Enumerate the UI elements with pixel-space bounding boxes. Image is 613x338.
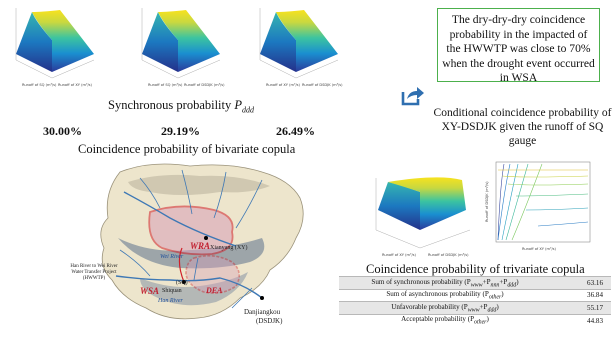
probability-value-2: 29.19% — [161, 124, 200, 138]
basin-map — [0, 158, 340, 333]
probability-value-3: 26.49% — [276, 124, 315, 138]
svg-text:Runoff of XY (m³/s): Runoff of XY (m³/s) — [58, 83, 93, 87]
svg-text:Runoff of XY (m³/s): Runoff of XY (m³/s) — [266, 83, 301, 87]
svg-text:Runoff of XY (m³/s): Runoff of XY (m³/s) — [522, 247, 557, 251]
svg-text:Runoff of DSDJK (m³/s): Runoff of DSDJK (m³/s) — [428, 253, 469, 257]
conditional-probability-caption: Conditional coincidence probability of X… — [433, 107, 612, 147]
table-cell-value: 63.16 — [551, 276, 611, 290]
table-cell-label: Sum of asynchronous probability (Pother) — [339, 288, 551, 302]
svg-text:Runoff of XY (m³/s): Runoff of XY (m³/s) — [382, 253, 417, 257]
table-row: Unfavorable probability (Pwww+Pddd) 55.1… — [339, 301, 611, 315]
map-label-sq-code: (SQ) — [176, 280, 188, 286]
table-cell-label: Unfavorable probability (Pwww+Pddd) — [339, 301, 551, 315]
synchronous-probability-caption: Synchronous probability Pddd — [108, 98, 255, 115]
share-arrow-icon — [401, 84, 425, 106]
map-label-wei-river: Wei River — [160, 254, 184, 260]
table-cell-value: 55.17 — [551, 301, 611, 315]
svg-text:Runoff of DSDJK (m³/s): Runoff of DSDJK (m³/s) — [485, 181, 489, 222]
bivariate-copula-caption: Coincidence probability of bivariate cop… — [78, 142, 296, 156]
trivariate-copula-title: Coincidence probability of trivariate co… — [366, 262, 585, 276]
svg-text:Runoff of SQ (m³/s): Runoff of SQ (m³/s) — [22, 83, 57, 87]
map-label-hwwtp: Han River to Wei River Water Transfer Pro… — [70, 264, 118, 281]
map-label-shiquan: Shiquan — [162, 288, 182, 294]
probability-value-1: 30.00% — [43, 124, 82, 138]
svg-text:Runoff of DSDJK (m³/s): Runoff of DSDJK (m³/s) — [302, 83, 343, 87]
surface-plot-3: Runoff of XY (m³/s) Runoff of DSDJK (m³/… — [246, 2, 344, 96]
table-cell-label: Acceptable probability (Pother) — [339, 313, 551, 327]
table-row: Sum of asynchronous probability (Pother)… — [339, 288, 611, 302]
table-row: Acceptable probability (Pother) 44.83 — [339, 313, 611, 327]
map-label-wsa: WSA — [140, 286, 160, 296]
table-row: Sum of synchronous probability (Pwww+Pnn… — [339, 276, 611, 290]
map-label-xianyang: Xianyang (XY) — [210, 245, 248, 251]
trivariate-probability-table: Sum of synchronous probability (Pwww+Pnn… — [339, 276, 611, 327]
table-cell-label: Sum of synchronous probability (Pwww+Pnn… — [339, 276, 551, 290]
trivariate-surface-plot: Runoff of XY (m³/s) Runoff of DSDJK (m³/… — [358, 170, 478, 262]
conditional-contour-plot: Runoff of XY (m³/s) Runoff of DSDJK (m³/… — [482, 156, 594, 256]
map-label-wra: WRA — [190, 241, 211, 251]
map-label-dea: DEA — [206, 286, 223, 295]
surface-plot-2: Runoff of SQ (m³/s) Runoff of DSDJK (m³/… — [128, 2, 226, 96]
map-label-han-river: Han River — [158, 298, 183, 304]
map-label-dsdjk: (DSDJK) — [256, 317, 283, 325]
svg-text:Runoff of SQ (m³/s): Runoff of SQ (m³/s) — [148, 83, 183, 87]
svg-text:Runoff of DSDJK (m³/s): Runoff of DSDJK (m³/s) — [184, 83, 225, 87]
table-cell-value: 44.83 — [551, 313, 611, 327]
table-cell-value: 36.84 — [551, 288, 611, 302]
drought-callout-box: The dry-dry-dry coincidence probability … — [437, 8, 600, 84]
surface-plot-1: Runoff of SQ (m³/s) Runoff of XY (m³/s) — [2, 2, 100, 96]
map-label-danjiangkou: Danjiangkou — [244, 308, 281, 316]
